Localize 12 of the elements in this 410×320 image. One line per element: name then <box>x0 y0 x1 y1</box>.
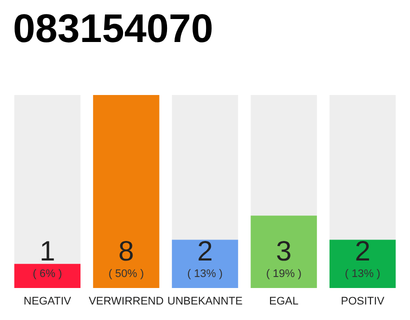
data-label: 3 ( 19% ) <box>266 236 302 280</box>
x-tick-label: NEGATIV <box>24 296 72 308</box>
x-tick-label: VERWIRREND <box>88 296 164 308</box>
chart-title: 083154070 <box>13 7 214 51</box>
x-tick-label: EGAL <box>269 296 298 308</box>
data-label: 1 ( 6% ) <box>32 236 62 280</box>
data-label: 2 ( 13% ) <box>344 236 380 280</box>
x-tick-label: POSITIV <box>340 296 385 308</box>
data-label: 8 ( 50% ) <box>108 236 144 280</box>
data-label: 2 ( 13% ) <box>187 236 223 280</box>
x-tick-label: UNBEKANNTE <box>167 296 243 308</box>
bar <box>14 264 80 288</box>
